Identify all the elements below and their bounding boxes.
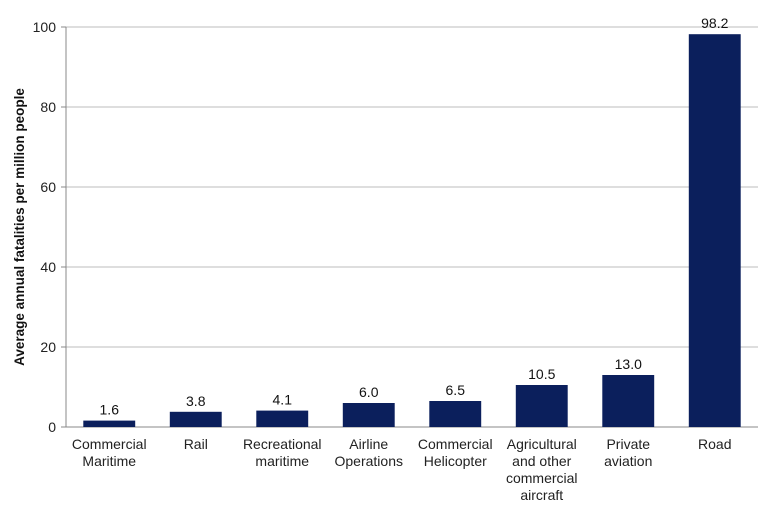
category-label-line: Agricultural: [507, 436, 577, 452]
category-label: Rail: [184, 436, 208, 452]
category-label-line: Airline: [349, 436, 388, 452]
category-label: Road: [698, 436, 731, 452]
bar: [429, 401, 482, 427]
bar: [515, 385, 568, 427]
category-label-line: Commercial: [418, 436, 493, 452]
category-label: Recreational maritime: [243, 436, 322, 469]
bar: [256, 410, 309, 427]
gridlines: [66, 26, 758, 348]
category-label-line: Helicopter: [424, 453, 487, 469]
bar-value-label: 6.5: [446, 382, 466, 398]
bar: [169, 411, 222, 427]
y-axis: 0 20 40 60 80 100: [33, 19, 67, 435]
bar-value-label: 4.1: [273, 392, 293, 408]
category-label-line: commercial: [506, 470, 578, 486]
bar-value-label: 13.0: [615, 356, 642, 372]
y-tick-label: 60: [40, 179, 56, 195]
category-label-line: maritime: [255, 453, 309, 469]
category-label-line: Private: [606, 436, 650, 452]
category-label: Airline Operations: [335, 436, 403, 469]
y-axis-title: Average annual fatalities per million pe…: [12, 88, 27, 366]
bar: [83, 420, 136, 427]
category-label-line: Recreational: [243, 436, 322, 452]
bar-value-label: 3.8: [186, 393, 206, 409]
y-tick-label: 0: [48, 419, 56, 435]
category-label: Commercial Maritime: [72, 436, 147, 469]
category-label-line: Commercial: [72, 436, 147, 452]
bar: [688, 34, 741, 427]
bars: [83, 34, 741, 427]
bar: [602, 375, 655, 427]
data-labels: 1.6 3.8 4.1 6.0 6.5 10.5 13.0 98.2: [100, 15, 729, 417]
category-label-line: Rail: [184, 436, 208, 452]
bar-value-label: 98.2: [701, 15, 728, 31]
y-tick-label: 20: [40, 339, 56, 355]
bar-value-label: 6.0: [359, 384, 379, 400]
category-label: Commercial Helicopter: [418, 436, 493, 469]
category-label-line: Road: [698, 436, 731, 452]
category-label-line: aircraft: [520, 487, 563, 503]
category-label-line: Operations: [335, 453, 403, 469]
y-tick-label: 100: [33, 19, 57, 35]
category-label: Private aviation: [604, 436, 652, 469]
bar-value-label: 10.5: [528, 366, 555, 382]
bar: [342, 403, 395, 427]
category-label-line: aviation: [604, 453, 652, 469]
category-label: Agricultural and other commercial aircraft: [506, 436, 578, 503]
y-tick-label: 40: [40, 259, 56, 275]
category-label-line: Maritime: [82, 453, 136, 469]
bar-value-label: 1.6: [100, 402, 120, 418]
y-tick-label: 80: [40, 99, 56, 115]
category-label-line: and other: [512, 453, 571, 469]
